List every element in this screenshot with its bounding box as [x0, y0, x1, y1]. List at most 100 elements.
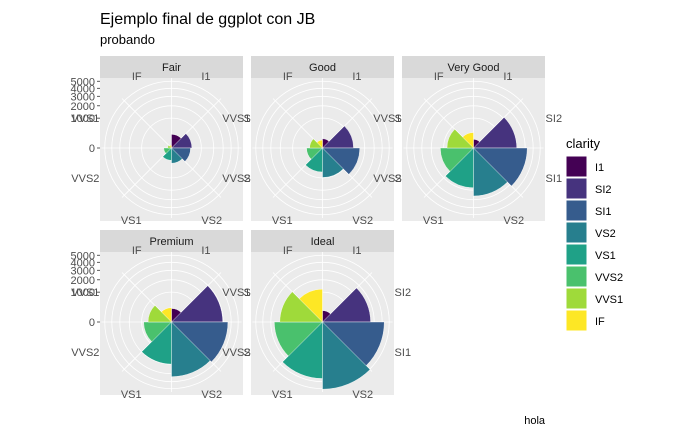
angular-tick-label: VVS1 [71, 287, 99, 299]
bar-vvs1 [147, 305, 172, 323]
bar-vvs1 [309, 138, 323, 149]
radial-tick-label: 2000 [71, 101, 95, 113]
legend-key-vs2 [565, 221, 588, 244]
circular-grid-line [128, 105, 215, 191]
legend-title: clarity [566, 136, 600, 151]
radial-tick-label: 0 [89, 317, 95, 329]
legend-key-si2 [565, 177, 588, 200]
bar-vvs2 [143, 321, 172, 342]
facet-premium: PremiumI1SI2SI1VS2VS1VVS2VVS1IF010002000… [71, 230, 260, 401]
legend-key-vvs1 [565, 287, 588, 310]
bar-vvs1 [167, 144, 172, 149]
bar-vvs2 [306, 147, 323, 160]
angular-tick-label: I1 [201, 71, 210, 83]
angular-tick-label: VS1 [272, 215, 293, 227]
facet-strip [402, 56, 545, 78]
circular-grid-line [104, 254, 239, 390]
radial-tick-label: 2000 [71, 275, 95, 287]
bar-vs2 [322, 147, 344, 178]
angular-tick-label: IF [132, 245, 142, 257]
radial-tick-label: 5000 [71, 76, 95, 88]
legend-label: VVS1 [595, 294, 623, 306]
facet-strip-label: Good [309, 62, 336, 74]
circular-grid-line [413, 87, 534, 209]
radial-tick-label: 4000 [71, 83, 95, 95]
legend-label: SI2 [595, 184, 612, 196]
circular-grid-line [111, 87, 232, 209]
bar-vs2 [322, 321, 371, 390]
facet-strip-label: Very Good [448, 62, 500, 74]
chart-caption: hola [524, 415, 546, 427]
angular-tick-label: VVS1 [222, 287, 250, 299]
facet-panels: FairI1SI2SI1VS2VS1VVS2VVS1IF010002000300… [71, 56, 562, 401]
angular-tick-label: I1 [352, 245, 361, 257]
radial-tick-label: 0 [89, 143, 95, 155]
facet-strip-label: Fair [162, 62, 181, 74]
legend-label: I1 [595, 162, 604, 174]
angular-tick-label: I1 [352, 71, 361, 83]
circular-grid-line [406, 80, 541, 216]
angular-tick-label: VVS2 [222, 173, 250, 185]
legend-label: VS2 [595, 228, 616, 240]
angular-tick-label: VS2 [503, 215, 524, 227]
bar-vvs2 [274, 321, 323, 357]
angular-tick-label: VS1 [121, 389, 142, 401]
bar-if [161, 307, 172, 323]
radial-grid-line [121, 98, 172, 149]
angular-tick-label: VVS2 [222, 347, 250, 359]
bar-si1 [473, 147, 528, 187]
circular-grid-line [262, 87, 383, 209]
legend-label: SI1 [595, 206, 612, 218]
angular-tick-label: VS2 [352, 389, 373, 401]
legend-key-si1 [565, 199, 588, 222]
bar-si1 [171, 321, 229, 363]
radial-tick-label: 5000 [71, 250, 95, 262]
legend-label: VVS2 [595, 272, 623, 284]
angular-tick-label: VVS2 [71, 173, 99, 185]
angular-tick-label: VS2 [352, 215, 373, 227]
bar-si2 [171, 133, 193, 149]
radial-tick-label: 1000 [71, 287, 95, 299]
circular-grid-line [104, 80, 239, 216]
facet-strip-label: Ideal [311, 236, 335, 248]
legend-label: IF [595, 316, 605, 328]
angular-tick-label: I1 [503, 71, 512, 83]
angular-tick-label: VS1 [272, 389, 293, 401]
bar-vs1 [282, 321, 323, 379]
angular-tick-label: I1 [201, 245, 210, 257]
circular-grid-line [270, 95, 375, 201]
legend: clarity I1 SI2 SI1 VS2 VS1 VVS2 VVS1 IF [565, 136, 623, 332]
angular-tick-label: VS2 [201, 215, 222, 227]
radial-tick-label: 3000 [71, 91, 95, 103]
legend-label: VS1 [595, 250, 616, 262]
angular-tick-label: SI2 [395, 287, 412, 299]
legend-key-vs1 [565, 243, 588, 266]
facet-strip [100, 56, 243, 78]
angular-tick-label: IF [283, 71, 293, 83]
facet-strip-label: Premium [149, 236, 193, 248]
facet-strip [100, 230, 243, 252]
chart-subtitle: probando [100, 32, 155, 47]
angular-tick-label: VS1 [423, 215, 444, 227]
bar-if [298, 288, 323, 323]
bar-si1 [322, 147, 360, 175]
angular-tick-label: VVS2 [373, 173, 401, 185]
facet-ideal: Ideal I1 SI2 SI1 VS2 VS1 VVS2 VVS1 IF [222, 230, 411, 401]
angular-tick-label: IF [434, 71, 444, 83]
chart-title: Ejemplo final de ggplot con JB [100, 11, 315, 28]
bar-vvs2 [163, 147, 172, 154]
angular-tick-label: SI2 [546, 113, 563, 125]
angular-tick-label: SI1 [546, 173, 563, 185]
bar-vs2 [171, 147, 183, 164]
angular-tick-label: IF [132, 71, 142, 83]
circular-grid-line [141, 117, 202, 179]
bar-vs2 [473, 147, 508, 197]
radial-tick-label: 1000 [71, 113, 95, 125]
bar-vs2 [171, 321, 211, 377]
bar-si1 [171, 147, 191, 162]
bar-if [462, 132, 474, 149]
bar-vvs2 [440, 147, 474, 172]
circular-grid-line [119, 95, 224, 201]
legend-key-i1 [565, 155, 588, 178]
